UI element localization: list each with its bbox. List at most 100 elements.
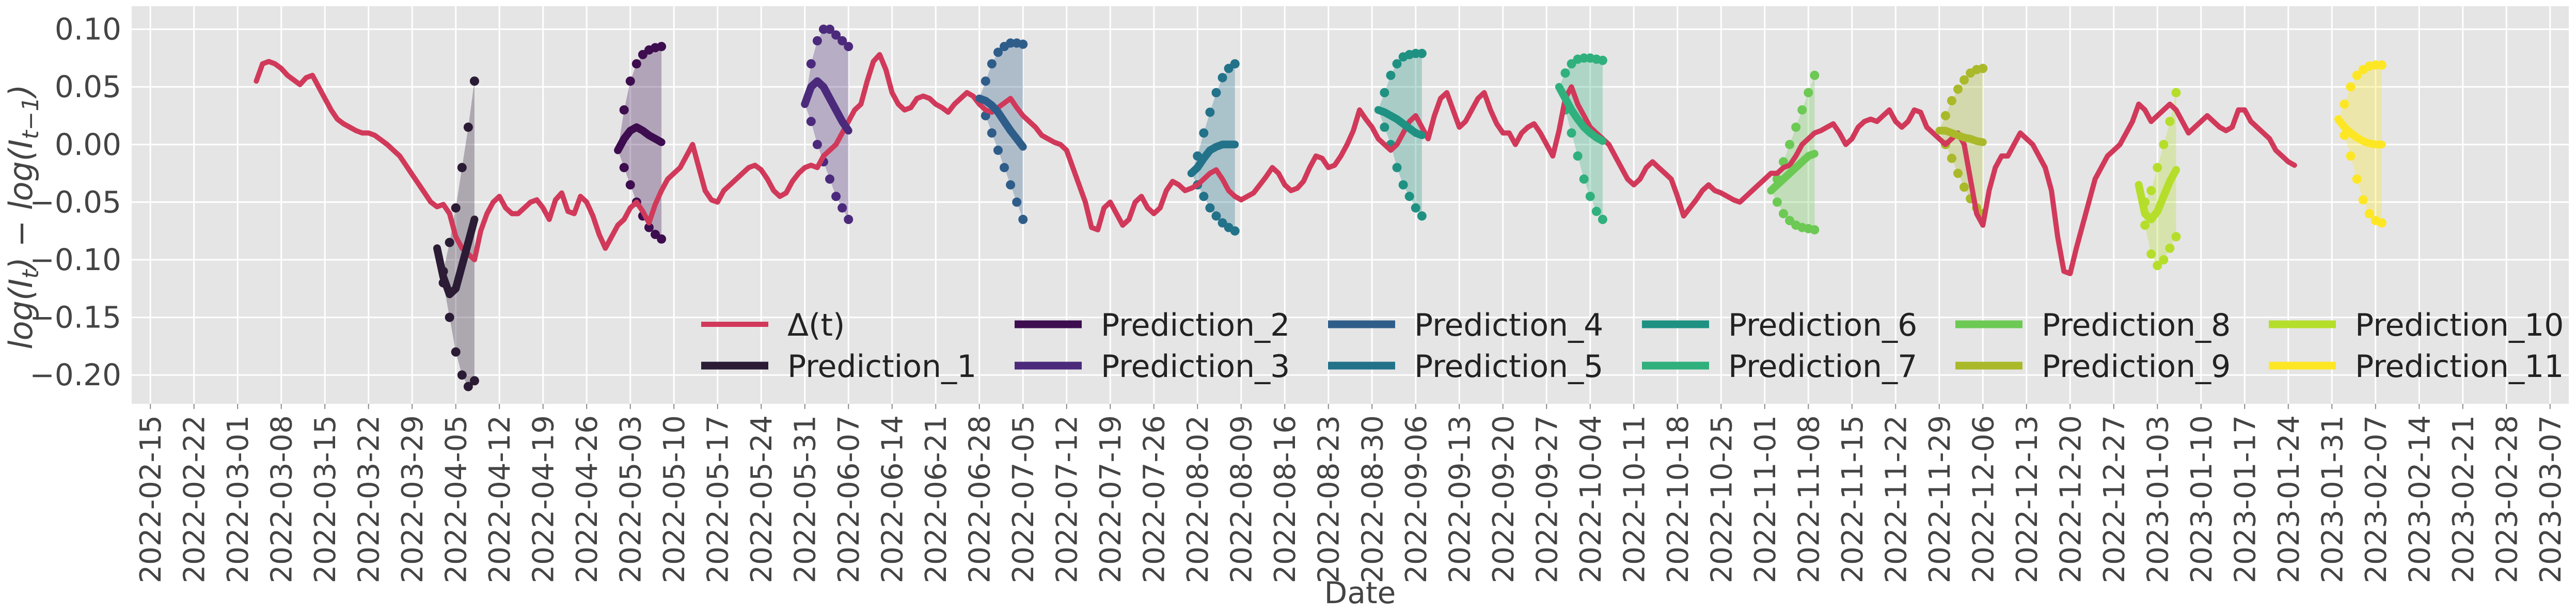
upper-bound-point: [1804, 88, 1813, 98]
x-tick-labels: 2022-02-15 2022-02-22 2022-03-01 2022-03-08…: [134, 404, 2568, 583]
x-tick-label: 2022-07-19: [1094, 415, 1128, 583]
lower-bound-point: [2171, 232, 2181, 242]
x-tick-label: 2022-06-07: [832, 415, 866, 583]
prediction-mean-line: [801, 77, 852, 135]
lower-bound-point: [445, 312, 454, 322]
lower-bound-point: [806, 117, 816, 127]
grid: [132, 6, 2569, 404]
x-tick-label: 2022-08-02: [1181, 415, 1215, 583]
prediction-band: [804, 29, 849, 219]
lower-bound-point: [463, 382, 473, 391]
x-tick-label: 2022-04-05: [440, 415, 473, 583]
x-tick-label: 2023-01-17: [2229, 415, 2262, 583]
legend-label: Prediction_5: [1414, 349, 1603, 385]
x-tick-label: 2022-09-06: [1400, 415, 1433, 583]
x-tick-label: 2022-07-05: [1007, 415, 1040, 583]
prediction-mean-line: [614, 123, 666, 154]
upper-bound-point: [625, 76, 635, 86]
lower-bound-point: [1411, 203, 1420, 213]
lower-bound-point: [1772, 197, 1782, 207]
y-axis-title: log(It) − log(It−1): [2, 84, 44, 349]
upper-bound-point: [631, 59, 641, 69]
upper-bound-point: [806, 59, 816, 69]
x-axis-title: Date: [1324, 575, 1396, 610]
lower-bound-point: [1598, 214, 1607, 224]
x-tick-label: 2022-10-04: [1574, 415, 1608, 583]
x-tick-label: 2022-12-06: [1967, 415, 2000, 583]
lower-bound-point: [451, 347, 461, 357]
lower-bound-point: [1230, 226, 1240, 236]
upper-bound-point: [1205, 107, 1215, 117]
upper-bound-point: [1791, 122, 1801, 132]
x-tick-label: 2022-03-29: [396, 415, 430, 583]
lower-bound-point: [625, 180, 635, 190]
legend-label: Prediction_1: [787, 349, 976, 385]
upper-bound-point: [1797, 105, 1807, 115]
legend-label: Prediction_8: [2042, 307, 2231, 343]
x-tick-label: 2022-06-21: [920, 415, 953, 583]
y-tick-label: −0.05: [29, 184, 121, 219]
x-tick-label: 2022-08-16: [1269, 415, 1302, 583]
upper-bound-point: [1953, 84, 1963, 94]
prediction-mean-line: [1555, 83, 1607, 145]
upper-bound-point: [1018, 39, 1028, 49]
upper-bound-point: [844, 42, 854, 52]
upper-bound-point: [619, 105, 629, 115]
lower-bound-point: [2165, 243, 2175, 253]
x-tick-label: 2022-03-15: [309, 415, 342, 583]
upper-bound-point: [1230, 59, 1240, 69]
prediction-mean-line: [433, 215, 479, 298]
upper-bound-point: [2352, 70, 2362, 80]
x-tick-label: 2022-11-22: [1879, 415, 1913, 583]
x-tick-label: 2022-08-30: [1356, 415, 1389, 583]
x-tick-label: 2022-08-23: [1313, 415, 1346, 583]
x-tick-label: 2022-07-12: [1051, 415, 1084, 583]
lower-bound-point: [987, 128, 997, 138]
lower-bound-point: [1573, 151, 1583, 161]
legend-label: Prediction_11: [2355, 349, 2564, 385]
lower-bound-point: [1392, 163, 1402, 172]
legend: Δ(t) Prediction_1 Prediction_2 Prediction_3…: [701, 307, 2564, 385]
legend-label: Prediction_10: [2355, 307, 2564, 343]
x-tick-label: 2022-05-17: [702, 415, 735, 583]
upper-bound-point: [2377, 60, 2387, 70]
legend-label: Prediction_2: [1101, 307, 1290, 343]
prediction-band: [618, 46, 662, 239]
upper-bound-point: [2146, 186, 2156, 196]
upper-bound-point: [1392, 59, 1402, 69]
legend-label: Prediction_9: [2042, 349, 2231, 385]
lower-bound-point: [657, 234, 667, 244]
lower-bound-point: [1591, 207, 1601, 216]
lower-bound-point: [2346, 151, 2356, 161]
x-tick-label: 2022-04-12: [483, 415, 517, 583]
lower-bound-point: [1006, 180, 1016, 190]
lower-bound-point: [1953, 168, 1963, 178]
x-tick-label: 2023-01-24: [2272, 415, 2306, 583]
upper-bound-point: [1598, 55, 1607, 65]
prediction-lines: [433, 77, 2386, 298]
lower-bound-point: [837, 203, 847, 213]
x-tick-label: 2023-03-07: [2534, 415, 2568, 583]
y-tick-labels: −0.20 −0.15 −0.10 −0.05 0.00 0.05 0.10: [29, 12, 121, 393]
prediction-band: [2338, 65, 2382, 223]
upper-bound-point: [1785, 139, 1795, 149]
upper-bound-point: [2165, 117, 2175, 127]
lower-bound-point: [812, 139, 822, 149]
y-tick-label: 0.00: [55, 127, 121, 162]
x-tick-label: 2022-05-31: [789, 415, 823, 583]
upper-bound-point: [457, 163, 467, 172]
lower-bound-point: [1012, 197, 1022, 207]
upper-bound-point: [837, 36, 847, 45]
upper-bound-point: [1810, 70, 1820, 80]
x-tick-label: 2022-03-22: [353, 415, 386, 583]
upper-bound-point: [463, 122, 473, 132]
x-tick-label: 2022-11-29: [1923, 415, 1957, 583]
x-tick-label: 2022-12-13: [2011, 415, 2044, 583]
prediction-band: [979, 43, 1023, 219]
lower-bound-point: [619, 163, 629, 172]
lower-bound-point: [457, 370, 467, 380]
x-tick-label: 2023-01-10: [2185, 415, 2219, 583]
lower-bound-point: [1398, 180, 1408, 190]
legend-label: Prediction_7: [1728, 349, 1917, 385]
x-tick-label: 2022-02-22: [178, 415, 212, 583]
